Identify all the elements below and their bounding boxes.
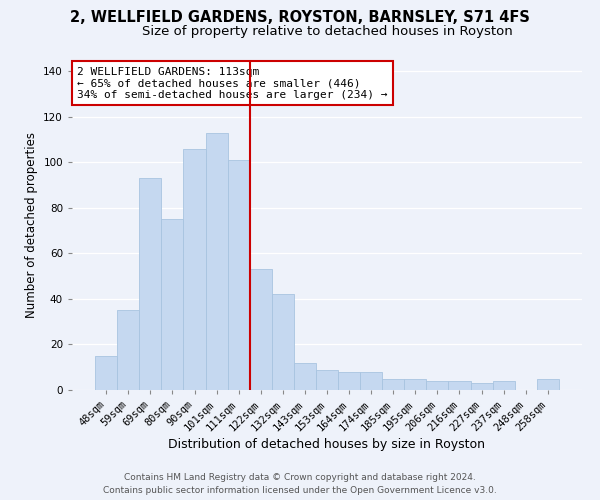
Bar: [184, 149, 206, 390]
Text: 2 WELLFIELD GARDENS: 113sqm
← 65% of detached houses are smaller (446)
34% of se: 2 WELLFIELD GARDENS: 113sqm ← 65% of det…: [77, 66, 388, 100]
Bar: [227, 160, 250, 390]
Bar: [448, 381, 470, 390]
Bar: [404, 378, 427, 390]
Bar: [206, 133, 227, 390]
Title: Size of property relative to detached houses in Royston: Size of property relative to detached ho…: [142, 25, 512, 38]
Bar: [250, 270, 272, 390]
X-axis label: Distribution of detached houses by size in Royston: Distribution of detached houses by size …: [169, 438, 485, 451]
Bar: [316, 370, 338, 390]
Bar: [537, 378, 559, 390]
Bar: [95, 356, 117, 390]
Bar: [382, 378, 404, 390]
Bar: [117, 310, 139, 390]
Y-axis label: Number of detached properties: Number of detached properties: [25, 132, 38, 318]
Text: Contains HM Land Registry data © Crown copyright and database right 2024.
Contai: Contains HM Land Registry data © Crown c…: [103, 474, 497, 495]
Bar: [161, 220, 184, 390]
Bar: [360, 372, 382, 390]
Bar: [427, 381, 448, 390]
Bar: [139, 178, 161, 390]
Bar: [272, 294, 294, 390]
Bar: [470, 383, 493, 390]
Bar: [338, 372, 360, 390]
Bar: [493, 381, 515, 390]
Bar: [294, 362, 316, 390]
Text: 2, WELLFIELD GARDENS, ROYSTON, BARNSLEY, S71 4FS: 2, WELLFIELD GARDENS, ROYSTON, BARNSLEY,…: [70, 10, 530, 25]
